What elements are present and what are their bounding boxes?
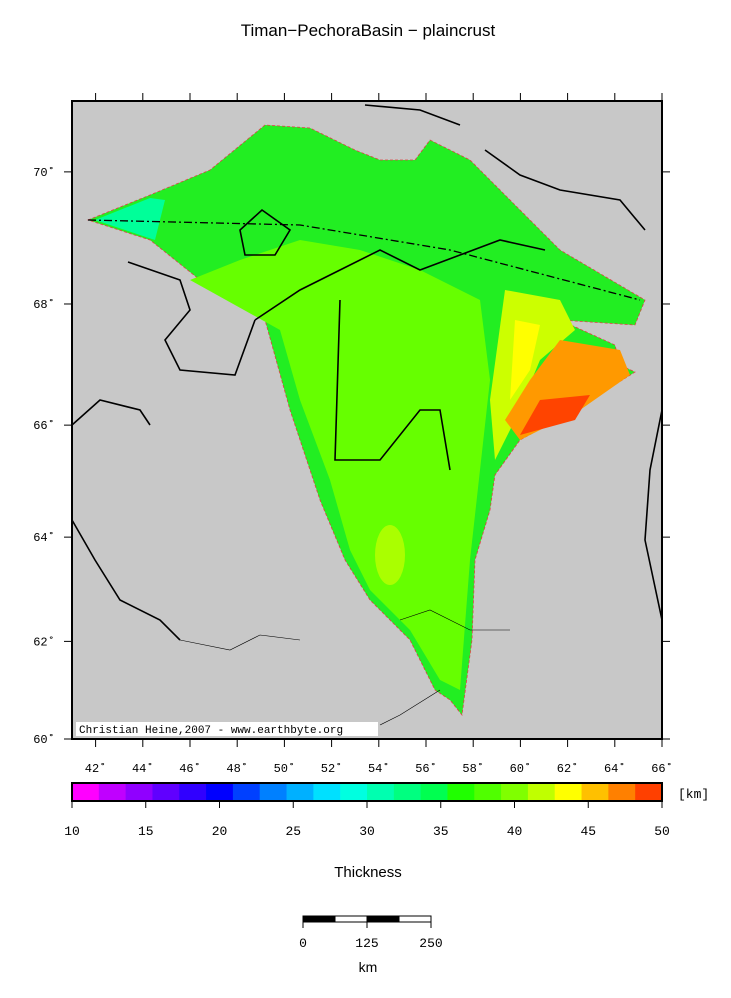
colorbar-segment	[608, 783, 636, 801]
credit: Christian Heine,2007 - www.earthbyte.org	[79, 725, 343, 737]
lon-label: 44˚	[132, 762, 154, 776]
colorbar-unit: [km]	[678, 787, 709, 802]
lat-label: 62˚	[33, 635, 55, 649]
colorbar-segment	[206, 783, 234, 801]
colorbar-tick-label: 40	[507, 824, 523, 839]
scalebar-label: 0	[299, 936, 307, 951]
lon-label: 48˚	[226, 762, 248, 776]
colorbar-segment	[286, 783, 314, 801]
colorbar-segment	[420, 783, 448, 801]
colorbar-segment	[340, 783, 368, 801]
lon-label: 58˚	[462, 762, 484, 776]
lat-label: 60˚	[33, 733, 55, 747]
lat-label: 64˚	[33, 531, 55, 545]
lat-label: 70˚	[33, 166, 55, 180]
colorbar-segment	[125, 783, 153, 801]
scalebar-label: 125	[355, 936, 378, 951]
credit-box	[76, 722, 378, 736]
colorbar-segment	[474, 783, 502, 801]
basin-north	[95, 198, 165, 240]
colorbar-segment	[367, 783, 395, 801]
colorbar-segment	[259, 783, 288, 801]
colorbar-tick-label: 25	[285, 824, 301, 839]
basin-inner	[190, 240, 490, 690]
colorbar-tick-label: 15	[138, 824, 154, 839]
lon-label: 42˚	[85, 762, 107, 776]
lon-label: 62˚	[557, 762, 579, 776]
scalebar-segment	[366, 915, 400, 923]
colorbar-segment	[232, 783, 261, 801]
lon-label: 64˚	[604, 762, 626, 776]
colorbar-segment	[72, 783, 100, 801]
lon-label: 56˚	[415, 762, 437, 776]
colorbar-segment	[581, 783, 609, 801]
red-zone	[520, 395, 590, 435]
scalebar-segment	[398, 915, 432, 923]
colorbar-segment	[527, 783, 556, 801]
profile-line	[87, 219, 641, 301]
map-frame	[71, 100, 663, 740]
lon-label: 52˚	[321, 762, 343, 776]
lon-label: 66˚	[651, 762, 673, 776]
colorbar-tick-label: 45	[580, 824, 596, 839]
lon-label: 46˚	[179, 762, 201, 776]
colorbar-tick-label: 50	[654, 824, 670, 839]
coastlines	[71, 104, 663, 641]
lon-label: 50˚	[274, 762, 296, 776]
colorbar-segment	[393, 783, 422, 801]
colorbar-tick-label: 10	[64, 824, 80, 839]
title: Timan−PechoraBasin − plaincrust	[241, 21, 496, 40]
colorbar-tick-label: 30	[359, 824, 375, 839]
yellow-core	[510, 320, 540, 400]
rivers	[179, 609, 510, 726]
colorbar-segment	[98, 783, 127, 801]
colorbar-segment	[501, 783, 529, 801]
local-high	[375, 525, 405, 585]
scalebar-segment	[302, 915, 336, 923]
colorbar-label: Thickness	[334, 864, 402, 881]
colorbar-segment	[447, 783, 475, 801]
scalebar-segment	[334, 915, 368, 923]
scalebar-unit: km	[359, 959, 378, 975]
colorbar-segment	[179, 783, 207, 801]
colorbar-segment	[635, 783, 663, 801]
colorbar-tick-label: 35	[433, 824, 449, 839]
colorbar-tick-label: 20	[212, 824, 228, 839]
lat-label: 66˚	[33, 419, 55, 433]
lon-label: 54˚	[368, 762, 390, 776]
colorbar-segment	[152, 783, 180, 801]
colorbar-segment	[554, 783, 583, 801]
scalebar-label: 250	[419, 936, 442, 951]
lon-label: 60˚	[510, 762, 532, 776]
lat-label: 68˚	[33, 298, 55, 312]
colorbar-segment	[313, 783, 341, 801]
